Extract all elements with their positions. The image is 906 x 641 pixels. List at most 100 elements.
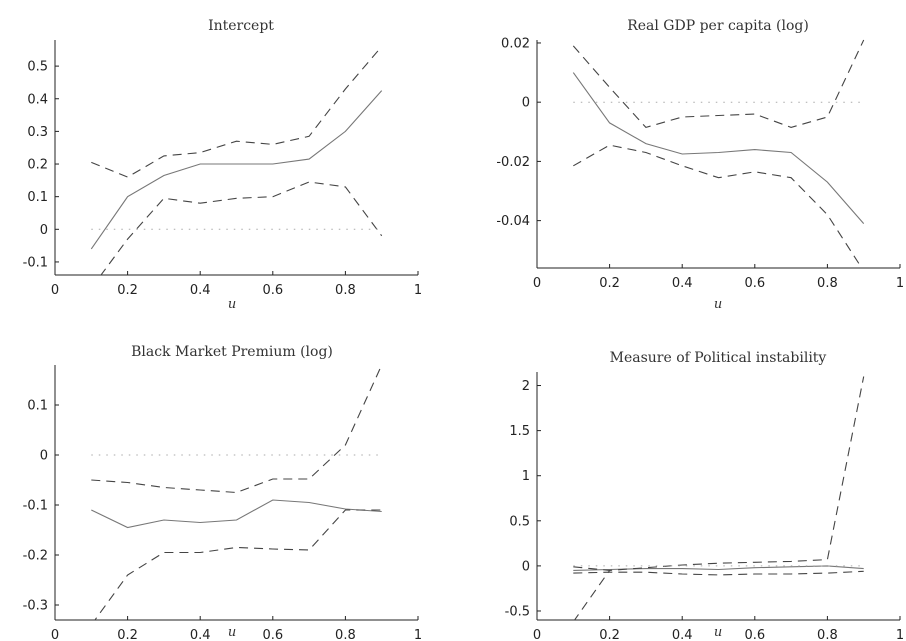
y-tick-label: 0 <box>522 96 530 111</box>
y-tick-label: -0.04 <box>496 214 530 229</box>
data-point <box>236 454 237 455</box>
data-point <box>236 492 237 493</box>
series-line-dashed <box>573 570 611 620</box>
y-tick-label: 0.02 <box>501 36 530 51</box>
data-point <box>718 565 719 566</box>
x-axis-label: u <box>228 625 236 640</box>
x-tick-label: 0.6 <box>262 628 283 641</box>
x-tick-label: 0.8 <box>817 276 838 291</box>
data-point <box>718 563 719 564</box>
data-point <box>827 573 828 574</box>
x-tick-label: 0 <box>51 283 59 298</box>
data-point <box>127 454 128 455</box>
series-line-dashed <box>94 509 382 620</box>
data-point <box>754 113 755 114</box>
series-line-solid <box>572 72 865 224</box>
data-point <box>309 549 310 550</box>
x-tick-label: 1 <box>896 628 904 641</box>
data-point <box>682 165 683 166</box>
panel-real-gdp: Real GDP per capita (log) u 0 0.2 0.4 0.6 0.… <box>496 18 904 312</box>
series-line-solid <box>573 565 864 571</box>
data-point <box>718 574 719 575</box>
y-tick-label: 0.5 <box>27 60 48 75</box>
data-point <box>381 454 382 455</box>
data-point <box>236 229 237 230</box>
data-point <box>682 116 683 117</box>
panel-title: Measure of Political instability <box>610 350 827 366</box>
y-tick-label: 0.2 <box>27 158 48 173</box>
series-line-dashed <box>573 144 863 268</box>
y-tick-label: 0.1 <box>27 190 48 205</box>
series-line-dashed <box>573 376 865 571</box>
x-tick-label: 0.4 <box>672 276 693 291</box>
data-point <box>272 144 273 145</box>
x-tick-label: 0 <box>533 628 541 641</box>
data-point <box>827 116 828 117</box>
data-point <box>863 565 864 566</box>
x-tick-label: 1 <box>414 283 422 298</box>
data-point <box>163 198 164 199</box>
data-point <box>381 509 382 510</box>
y-tick-label: -0.1 <box>23 255 48 270</box>
data-point <box>163 454 164 455</box>
y-tick-label: -0.3 <box>23 599 48 614</box>
data-point <box>200 454 201 455</box>
x-tick-label: 0.4 <box>190 283 211 298</box>
data-point <box>573 621 574 622</box>
data-point <box>381 229 382 230</box>
y-tick-label: 0.1 <box>27 399 48 414</box>
y-tick-label: 0.3 <box>27 125 48 140</box>
x-tick-label: 0.4 <box>672 628 693 641</box>
data-point <box>609 565 610 566</box>
x-tick-label: 0.8 <box>817 628 838 641</box>
y-tick-label: 1 <box>522 469 530 484</box>
series-line-solid <box>90 90 383 250</box>
x-axis-label: u <box>228 297 236 312</box>
series-line-dashed <box>91 46 383 178</box>
panel-black-market-premium: Black Market Premium (log) u 0 0.2 0.4 0.6 0… <box>23 344 423 641</box>
panel-title: Black Market Premium (log) <box>131 344 333 360</box>
data-point <box>381 364 382 365</box>
data-point <box>863 102 864 103</box>
data-point <box>200 229 201 230</box>
y-tick-label: 1.5 <box>509 424 530 439</box>
y-tick-label: -0.02 <box>496 155 530 170</box>
data-point <box>163 229 164 230</box>
data-point <box>754 171 755 172</box>
data-point <box>609 102 610 103</box>
data-point <box>718 102 719 103</box>
data-point <box>236 547 237 548</box>
x-tick-label: 0.6 <box>744 276 765 291</box>
data-point <box>163 552 164 553</box>
x-tick-label: 0.6 <box>262 283 283 298</box>
x-tick-label: 0.2 <box>117 628 138 641</box>
data-point <box>645 565 646 566</box>
x-tick-label: 0 <box>51 628 59 641</box>
data-point <box>200 152 201 153</box>
data-point <box>827 214 828 215</box>
panel-intercept: Intercept u 0 0.2 0.4 0.6 0.8 1-0.100.10.20.3… <box>23 18 423 312</box>
series-line-solid <box>91 499 382 529</box>
x-tick-label: 0 <box>533 276 541 291</box>
series-line-dashed <box>100 181 383 275</box>
x-tick-label: 0.2 <box>599 628 620 641</box>
y-tick-label: 0.5 <box>509 514 530 529</box>
panel-title: Real GDP per capita (log) <box>627 18 809 34</box>
data-point <box>345 454 346 455</box>
data-point <box>609 87 610 88</box>
x-tick-label: 0.4 <box>190 628 211 641</box>
data-point <box>345 229 346 230</box>
data-point <box>127 229 128 230</box>
data-point <box>91 287 92 288</box>
data-point <box>645 572 646 573</box>
y-tick-label: -0.2 <box>23 549 48 564</box>
y-tick-label: -0.1 <box>23 499 48 514</box>
data-point <box>863 270 864 271</box>
x-axis-label: u <box>714 297 722 312</box>
x-axis-label: u <box>714 625 722 640</box>
x-tick-label: 1 <box>414 628 422 641</box>
y-tick-label: 0 <box>522 559 530 574</box>
data-point <box>609 145 610 146</box>
x-tick-label: 0.8 <box>335 628 356 641</box>
